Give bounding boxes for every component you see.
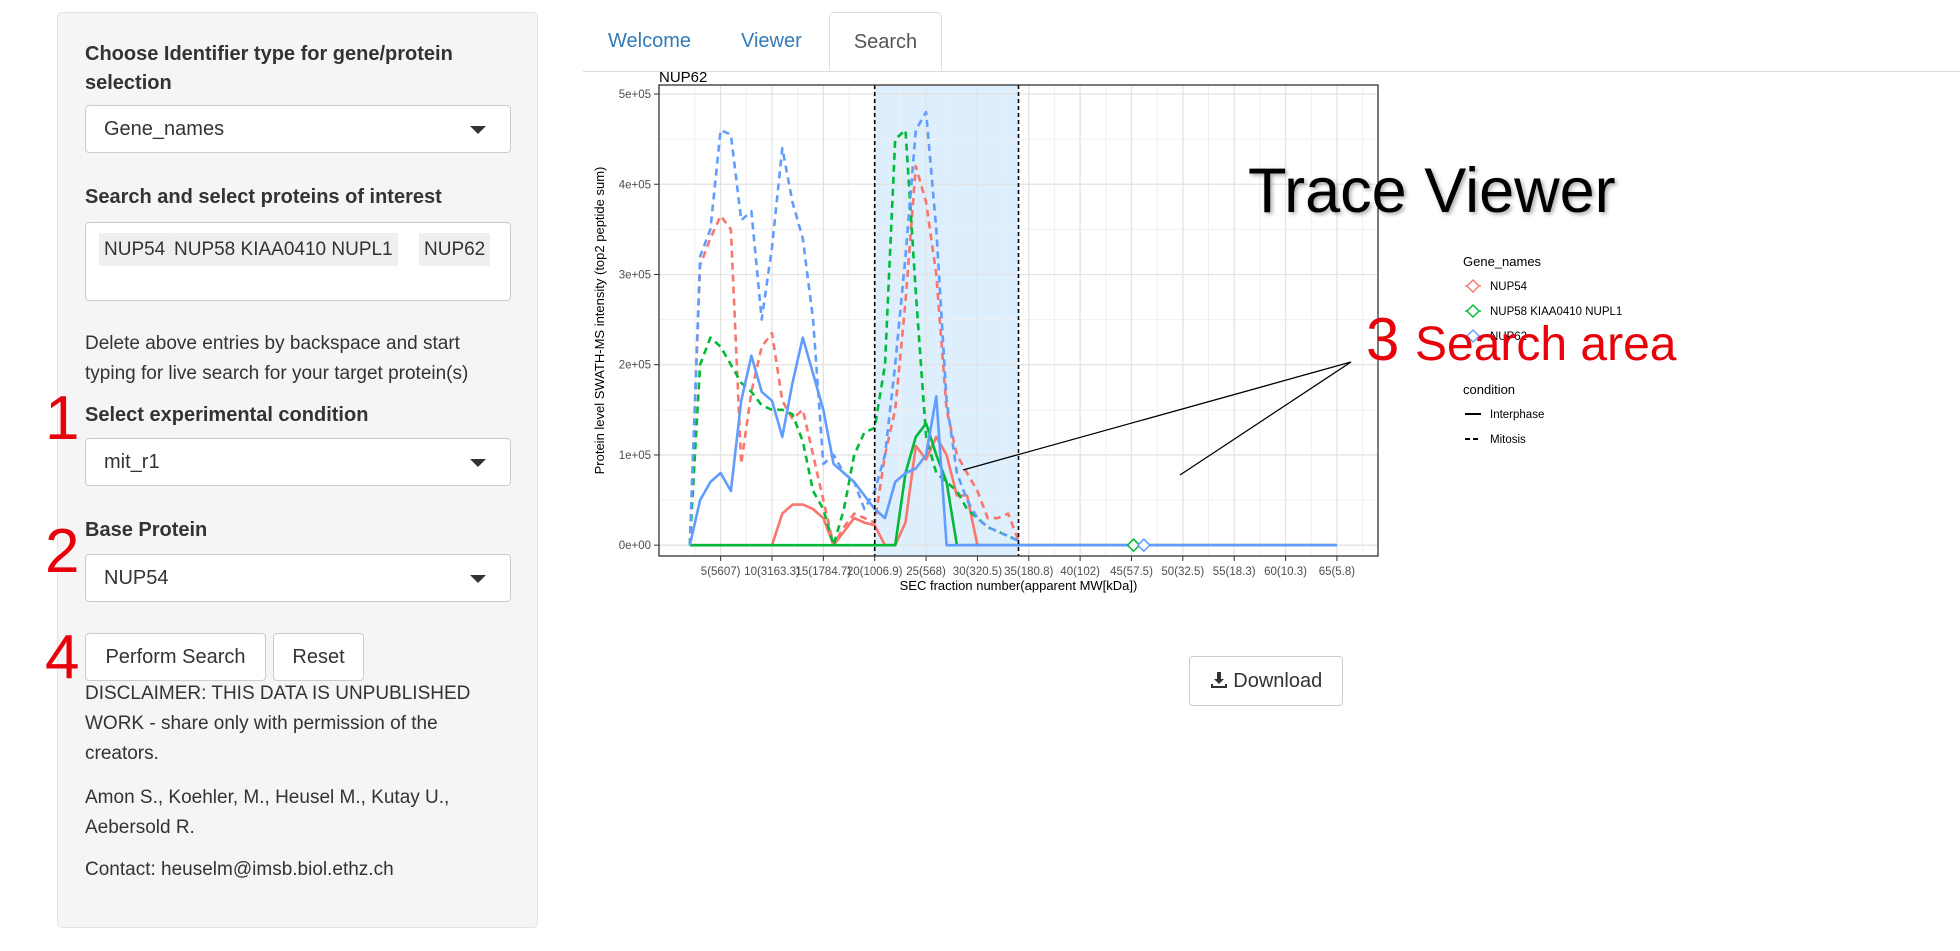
y-tick-label: 4e+05 [619,179,651,191]
series-line [688,110,1020,546]
annotation-pointer [962,361,1352,471]
legend-key-marker [1466,279,1480,293]
download-icon [1210,658,1228,706]
caret-down-icon [470,575,486,583]
x-tick-label: 10(3163.3) [744,566,800,578]
data-point-marker [1136,538,1151,553]
disclaimer-text: DISCLAIMER: THIS DATA IS UNPUBLISHED WOR… [85,683,471,764]
x-tick-label: 5(5607) [701,566,741,578]
annotation-step-3: 3 [1366,306,1399,373]
identifier-type-select[interactable]: Gene_names [85,105,511,153]
plot-border [658,84,1379,557]
legend-item-label: NUP54 [1490,281,1528,293]
y-tick-label: 0e+00 [619,540,651,552]
chart-title: NUP62 [659,72,707,86]
legend-title-condition: condition [1463,382,1515,397]
sidebar-panel: Choose Identifier type for gene/protein … [57,12,538,928]
x-tick-label: 45(57.5) [1110,566,1153,578]
x-tick-label: 50(32.5) [1161,566,1204,578]
tab-bar: Welcome Viewer Search [583,0,1960,72]
identifier-type-label: Choose Identifier type for gene/protein … [85,43,453,94]
legend-item-label: Mitosis [1490,434,1526,446]
x-tick-label: 55(18.3) [1213,566,1256,578]
y-tick-label: 2e+05 [619,360,651,372]
trace-plot-svg: 5(5607) 10(3163.3)15(1784.7)20(1006.9) 25(… [592,69,1677,593]
perform-search-button[interactable]: Perform Search [85,633,266,681]
tab-welcome[interactable]: Welcome [608,30,691,52]
contact-text: Contact: heuselm@imsb.biol.ethz.ch [85,859,394,880]
condition-label: Select experimental condition [85,404,369,426]
protein-chip[interactable]: NUP62 [419,233,491,266]
condition-select[interactable]: mit_r1 [85,438,511,486]
identifier-type-value: Gene_names [104,118,225,140]
caret-down-icon [470,126,486,134]
protein-chip[interactable]: NUP54 [99,233,171,266]
base-protein-select[interactable]: NUP54 [85,554,511,602]
annotation-step-2: 2 [45,517,80,586]
series-line [688,336,1337,547]
x-tick-label: 35(180.8) [1004,566,1053,578]
tab-viewer[interactable]: Viewer [741,30,802,52]
legend-title-genes: Gene_names [1463,254,1542,269]
search-area-annotation: Search area [1415,318,1677,371]
legend-item-label: NUP58 KIAA0410 NUPL1 [1490,306,1622,318]
legend-key-marker [1466,304,1480,318]
x-axis-label: SEC fraction number(apparent MW[kDa]) [900,578,1138,593]
y-tick-label: 3e+05 [619,269,651,281]
x-tick-label: 25(568) [906,566,946,578]
annotation-pointer [1179,361,1352,476]
trace-viewer-title: Trace Viewer [1248,156,1616,226]
x-tick-label: 65(5.8) [1319,566,1356,578]
y-tick-label: 1e+05 [619,450,651,462]
x-tick-label: 30(320.5) [953,566,1002,578]
base-protein-value: NUP54 [104,567,169,589]
legend-key-marker [1466,329,1480,343]
legend-item-label: NUP62 [1490,331,1527,343]
legend-item-label: Interphase [1490,409,1544,421]
x-tick-label: 60(10.3) [1264,566,1307,578]
help-text: Delete above entries by backspace and st… [85,333,469,384]
reset-button[interactable]: Reset [273,633,364,681]
y-axis-label: Protein level SWATH-MS intensity (top2 p… [592,167,607,475]
trace-plot: 5(5607) 10(3163.3) 15(1784.7) 20(1006.9) 25(… [583,69,1960,652]
caret-down-icon [470,459,486,467]
tab-search[interactable]: Search [829,12,942,71]
base-protein-label: Base Protein [85,519,208,541]
protein-search-input[interactable]: NUP54 NUP58 KIAA0410 NUPL1 NUP62 [85,222,511,301]
annotation-step-4: 4 [45,623,80,692]
series-line [688,164,1020,547]
authors-text: Amon S., Koehler, M., Heusel M., Kutay U… [85,787,450,838]
download-button[interactable]: Download [1189,656,1343,706]
y-tick-label: 5e+05 [619,89,651,101]
condition-value: mit_r1 [104,451,160,473]
annotation-step-1: 1 [45,384,80,453]
protein-chip[interactable]: NUP58 KIAA0410 NUPL1 [169,233,398,266]
x-tick-label: 20(1006.9) [847,566,903,578]
x-tick-label: 40(102) [1060,566,1100,578]
search-proteins-label: Search and select proteins of interest [85,186,442,208]
x-tick-label: 15(1784.7) [796,566,852,578]
download-label: Download [1233,670,1323,692]
